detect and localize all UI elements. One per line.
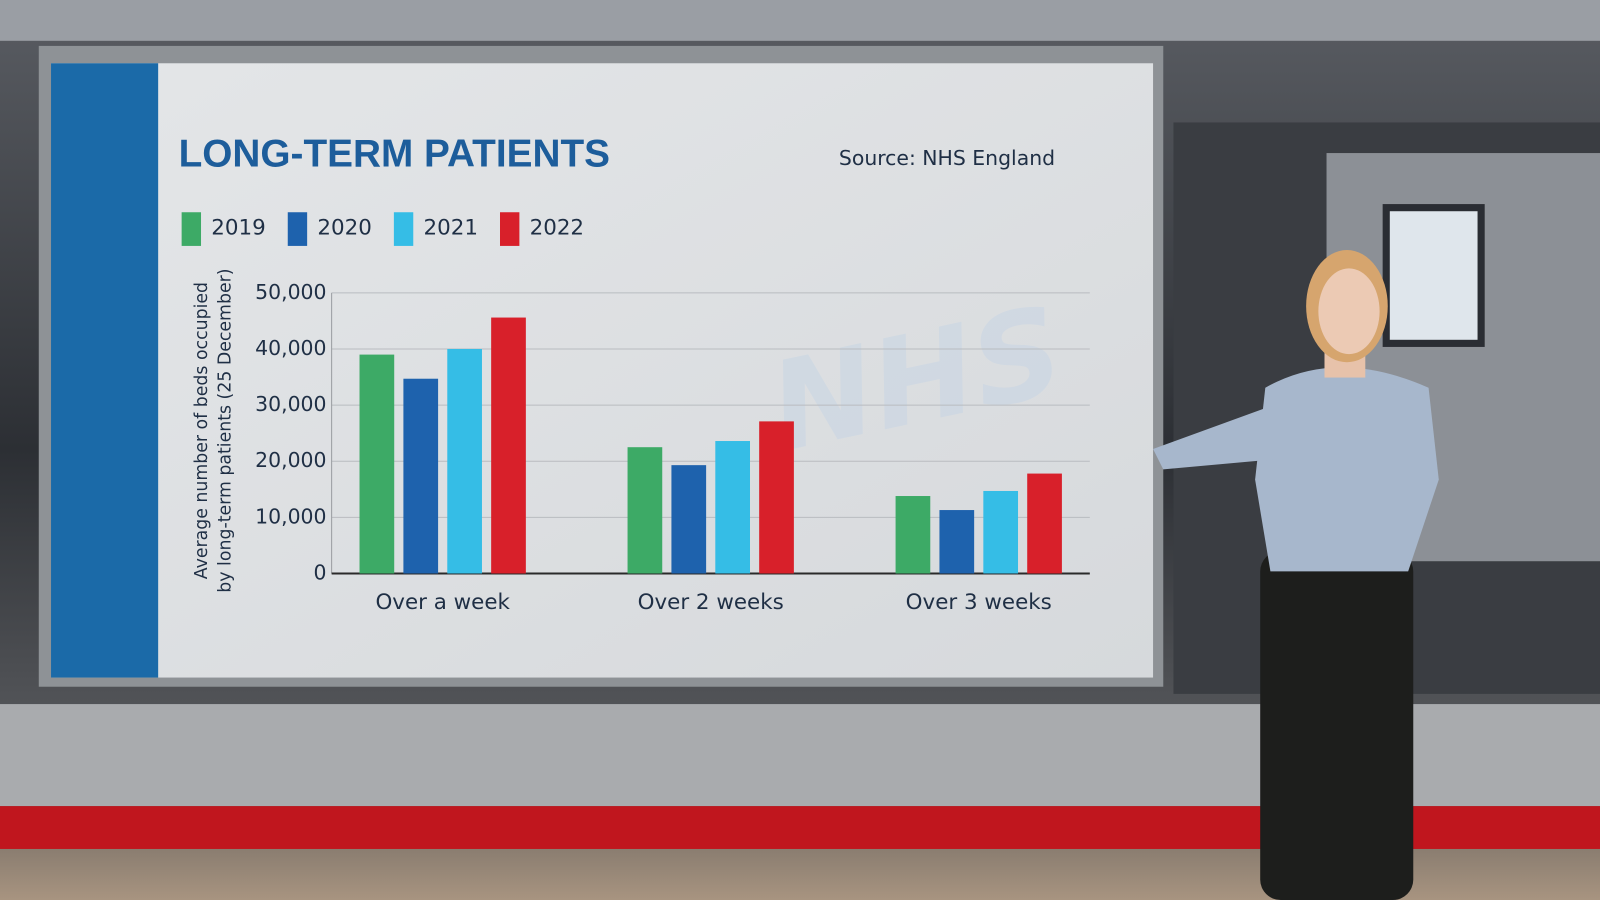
bar (895, 496, 931, 574)
monitor-screen (1389, 211, 1478, 340)
y-tick-label: 20,000 (255, 448, 326, 472)
presenter-face (1318, 268, 1380, 355)
bar (403, 378, 439, 574)
presenter-legs (1260, 551, 1414, 900)
x-tick-label: Over 2 weeks (638, 590, 784, 615)
bar (939, 510, 975, 574)
presenter (1153, 250, 1439, 900)
presenter-arm (1153, 408, 1276, 470)
legend-swatch (287, 212, 308, 246)
bar (671, 465, 707, 574)
bar (1027, 473, 1062, 574)
legend-swatch (181, 212, 202, 246)
x-tick-label: Over a week (375, 590, 510, 615)
blue-strip (51, 63, 159, 678)
y-axis-label: by long-term patients (25 December) (216, 269, 236, 593)
legend-label: 2022 (530, 216, 584, 241)
presenter-top (1255, 367, 1439, 572)
legend-swatch (500, 212, 520, 246)
bar (491, 317, 526, 574)
y-tick-label: 50,000 (255, 280, 326, 304)
legend-label: 2019 (211, 216, 265, 241)
chart-title: LONG-TERM PATIENTS (179, 132, 610, 175)
bar (627, 447, 663, 574)
bar (447, 348, 482, 574)
bar (359, 354, 395, 574)
source: Source: NHS England (839, 146, 1055, 170)
legend-swatch (393, 212, 414, 246)
bar (715, 441, 750, 574)
x-tick-label: Over 3 weeks (906, 590, 1052, 615)
screen (51, 63, 1154, 678)
ceiling (0, 0, 1600, 41)
bar (759, 421, 794, 574)
legend-label: 2020 (317, 216, 371, 241)
bar (983, 490, 1019, 574)
y-tick-label: 10,000 (255, 504, 326, 528)
y-tick-label: 40,000 (255, 336, 326, 360)
y-axis-label: Average number of beds occupied (192, 282, 212, 579)
y-tick-label: 30,000 (255, 392, 326, 416)
y-tick-label: 0 (314, 560, 327, 584)
legend-label: 2021 (423, 216, 477, 241)
